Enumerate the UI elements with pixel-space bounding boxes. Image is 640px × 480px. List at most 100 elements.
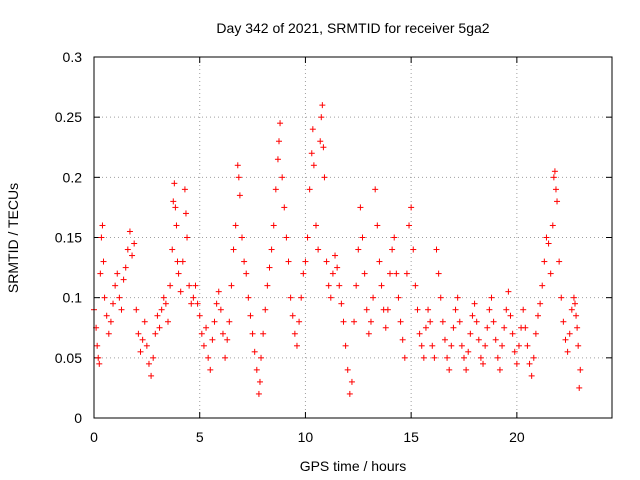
- data-point: [304, 234, 311, 241]
- data-point: [431, 354, 438, 361]
- data-point: [452, 306, 459, 313]
- data-point: [172, 204, 179, 211]
- data-point: [276, 138, 282, 145]
- data-point: [530, 354, 537, 361]
- data-point: [560, 318, 567, 325]
- data-point: [477, 354, 484, 361]
- data-point: [342, 342, 349, 349]
- data-point: [359, 234, 366, 241]
- data-point: [327, 294, 334, 301]
- data-point: [279, 174, 286, 181]
- data-point: [141, 318, 148, 325]
- data-point: [454, 294, 461, 301]
- data-point: [541, 258, 548, 265]
- data-point: [148, 372, 155, 379]
- data-point: [313, 222, 319, 229]
- data-point: [181, 186, 188, 193]
- data-point: [174, 258, 181, 265]
- data-point: [143, 342, 150, 349]
- data-point: [340, 318, 347, 325]
- x-tick-label: 10: [298, 429, 314, 445]
- data-point: [524, 342, 531, 349]
- data-point: [552, 186, 559, 193]
- data-point: [543, 234, 550, 241]
- data-point: [253, 366, 260, 373]
- data-point: [308, 150, 315, 157]
- data-point: [177, 288, 184, 295]
- data-point: [241, 258, 248, 265]
- data-point: [234, 162, 241, 169]
- data-point: [465, 348, 472, 355]
- data-point: [101, 294, 108, 301]
- chart-title: Day 342 of 2021, SRMTID for receiver 5ga…: [216, 20, 489, 36]
- data-point: [228, 282, 235, 289]
- data-point: [205, 354, 212, 361]
- data-point: [255, 390, 262, 397]
- data-point: [103, 312, 110, 319]
- y-tick-label: 0.15: [55, 230, 82, 246]
- data-point: [382, 324, 389, 331]
- data-point: [209, 336, 216, 343]
- data-point: [554, 198, 561, 205]
- data-point: [372, 186, 379, 193]
- data-point: [355, 246, 362, 253]
- data-point: [310, 162, 317, 169]
- data-point: [170, 198, 177, 205]
- data-point: [450, 324, 457, 331]
- data-point: [96, 360, 103, 367]
- data-point: [190, 294, 197, 301]
- data-point: [99, 222, 106, 229]
- x-axis-label: GPS time / hours: [300, 458, 407, 474]
- data-point: [169, 246, 176, 253]
- data-point: [319, 102, 326, 109]
- data-point: [513, 360, 520, 367]
- data-point: [194, 300, 201, 307]
- data-point: [152, 330, 159, 337]
- data-point: [545, 240, 552, 247]
- data-point: [363, 306, 370, 313]
- data-point: [526, 360, 533, 367]
- data-point: [338, 300, 345, 307]
- data-point: [179, 258, 186, 265]
- data-point: [357, 204, 364, 211]
- data-point: [270, 222, 277, 229]
- data-point: [492, 336, 499, 343]
- data-point: [334, 264, 341, 271]
- data-point: [291, 330, 298, 337]
- data-point: [550, 174, 557, 181]
- data-point: [266, 264, 273, 271]
- data-point: [463, 366, 470, 373]
- data-point: [329, 270, 336, 277]
- data-point: [124, 246, 131, 253]
- data-point: [422, 324, 429, 331]
- data-point: [501, 324, 508, 331]
- data-point: [321, 174, 328, 181]
- data-point: [391, 234, 398, 241]
- data-point: [564, 348, 571, 355]
- data-point: [162, 300, 169, 307]
- data-point: [160, 294, 167, 301]
- data-point: [112, 282, 119, 289]
- data-point: [365, 330, 372, 337]
- data-point: [437, 294, 444, 301]
- data-point: [494, 354, 501, 361]
- data-point: [376, 258, 383, 265]
- data-point: [226, 318, 233, 325]
- data-point: [230, 246, 237, 253]
- data-point: [444, 354, 451, 361]
- data-point: [475, 336, 482, 343]
- data-point: [262, 306, 269, 313]
- data-point: [150, 354, 157, 361]
- data-point: [167, 282, 174, 289]
- data-point: [439, 318, 446, 325]
- data-point: [535, 312, 541, 319]
- data-point: [274, 156, 281, 163]
- data-point: [236, 192, 243, 199]
- data-point: [129, 252, 136, 259]
- data-point: [97, 270, 104, 277]
- data-point: [488, 294, 495, 301]
- data-point: [397, 318, 404, 325]
- y-tick-label: 0.1: [63, 290, 83, 306]
- data-point: [315, 246, 322, 253]
- data-point: [503, 306, 510, 313]
